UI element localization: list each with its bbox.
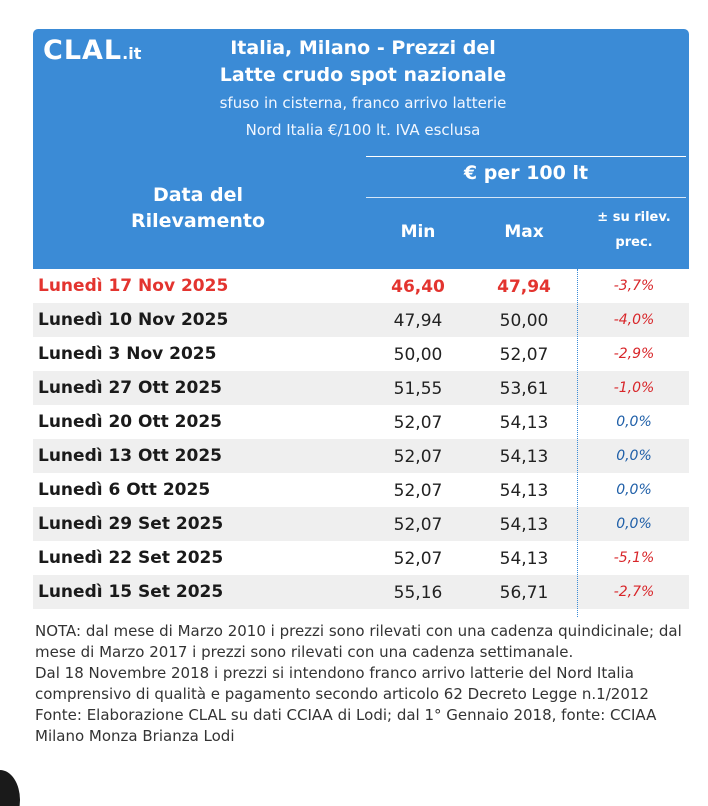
page-title-line1: Italia, Milano - Prezzi del bbox=[230, 37, 496, 59]
row-date: Lunedì 29 Set 2025 bbox=[38, 514, 224, 534]
row-max: 56,71 bbox=[499, 583, 549, 603]
max-column-header: Max bbox=[504, 222, 544, 242]
row-date: Lunedì 15 Set 2025 bbox=[38, 582, 224, 602]
row-date: Lunedì 27 Ott 2025 bbox=[38, 378, 222, 398]
row-min: 50,00 bbox=[393, 345, 443, 365]
row-variation: 0,0% bbox=[616, 414, 652, 430]
row-max: 54,13 bbox=[499, 413, 549, 433]
variation-header-line1: ± su rilev. bbox=[597, 210, 671, 225]
row-date: Lunedì 6 Ott 2025 bbox=[38, 480, 211, 500]
row-min: 46,40 bbox=[391, 277, 445, 297]
row-date: Lunedì 10 Nov 2025 bbox=[38, 310, 229, 330]
table-row: Lunedì 6 Ott 2025 52,07 54,13 0,0% bbox=[33, 473, 689, 507]
date-column-header: Data del Rilevamento bbox=[88, 182, 308, 234]
row-date: Lunedì 13 Ott 2025 bbox=[38, 446, 222, 466]
row-variation: -4,0% bbox=[613, 312, 655, 328]
row-date: Lunedì 22 Set 2025 bbox=[38, 548, 224, 568]
row-max: 52,07 bbox=[499, 345, 549, 365]
divider bbox=[366, 156, 686, 157]
table-row: Lunedì 15 Set 2025 55,16 56,71 -2,7% bbox=[33, 575, 689, 609]
subtitle-line1: sfuso in cisterna, franco arrivo latteri… bbox=[219, 94, 507, 112]
table-row: Lunedì 20 Ott 2025 52,07 54,13 0,0% bbox=[33, 405, 689, 439]
table-header: CLAL.it Italia, Milano - Prezzi del Latt… bbox=[33, 29, 689, 269]
table-row: Lunedì 13 Ott 2025 52,07 54,13 0,0% bbox=[33, 439, 689, 473]
table-row-current: Lunedì 17 Nov 2025 46,40 47,94 -3,7% bbox=[33, 269, 689, 303]
table-row: Lunedì 22 Set 2025 52,07 54,13 -5,1% bbox=[33, 541, 689, 575]
row-max: 47,94 bbox=[497, 277, 551, 297]
variation-header-line2: prec. bbox=[615, 235, 653, 250]
row-date: Lunedì 3 Nov 2025 bbox=[38, 344, 217, 364]
variation-column-header: ± su rilev. prec. bbox=[579, 205, 689, 255]
table-row: Lunedì 10 Nov 2025 47,94 50,00 -4,0% bbox=[33, 303, 689, 337]
price-table-card: CLAL.it Italia, Milano - Prezzi del Latt… bbox=[33, 29, 689, 617]
row-date: Lunedì 20 Ott 2025 bbox=[38, 412, 222, 432]
row-max: 53,61 bbox=[499, 379, 549, 399]
row-min: 51,55 bbox=[393, 379, 443, 399]
row-variation: 0,0% bbox=[616, 448, 652, 464]
row-max: 50,00 bbox=[499, 311, 549, 331]
table-row: Lunedì 29 Set 2025 52,07 54,13 0,0% bbox=[33, 507, 689, 541]
notes-block: NOTA: dal mese di Marzo 2010 i prezzi so… bbox=[35, 621, 685, 747]
row-variation: -2,9% bbox=[613, 346, 655, 362]
table-row: Lunedì 3 Nov 2025 50,00 52,07 -2,9% bbox=[33, 337, 689, 371]
row-min: 52,07 bbox=[393, 549, 443, 569]
row-max: 54,13 bbox=[499, 481, 549, 501]
note-source: Fonte: Elaborazione CLAL su dati CCIAA d… bbox=[35, 706, 657, 745]
note-delivery: Dal 18 Novembre 2018 i prezzi si intendo… bbox=[35, 664, 649, 703]
clal-logo[interactable]: CLAL.it bbox=[43, 35, 141, 66]
row-min: 52,07 bbox=[393, 447, 443, 467]
row-min: 52,07 bbox=[393, 481, 443, 501]
row-date: Lunedì 17 Nov 2025 bbox=[38, 276, 229, 296]
row-max: 54,13 bbox=[499, 447, 549, 467]
table-row: Lunedì 27 Ott 2025 51,55 53,61 -1,0% bbox=[33, 371, 689, 405]
note-cadence: NOTA: dal mese di Marzo 2010 i prezzi so… bbox=[35, 622, 682, 661]
row-max: 54,13 bbox=[499, 515, 549, 535]
row-min: 47,94 bbox=[393, 311, 443, 331]
row-variation: 0,0% bbox=[616, 482, 652, 498]
variation-column-divider bbox=[577, 269, 578, 617]
date-column-header-line1: Data del bbox=[152, 184, 244, 206]
row-variation: 0,0% bbox=[616, 516, 652, 532]
logo-text: CLAL bbox=[43, 35, 123, 66]
date-column-header-line2: Rilevamento bbox=[130, 210, 266, 232]
unit-header: € per 100 lt bbox=[463, 162, 589, 184]
divider bbox=[366, 197, 686, 198]
row-variation: -5,1% bbox=[613, 550, 655, 566]
row-min: 55,16 bbox=[393, 583, 443, 603]
min-column-header: Min bbox=[400, 222, 436, 242]
row-min: 52,07 bbox=[393, 515, 443, 535]
row-variation: -1,0% bbox=[613, 380, 655, 396]
row-max: 54,13 bbox=[499, 549, 549, 569]
price-rows: Lunedì 17 Nov 2025 46,40 47,94 -3,7% Lun… bbox=[33, 269, 689, 609]
row-variation: -3,7% bbox=[613, 278, 655, 294]
logo-tld: .it bbox=[122, 44, 142, 63]
row-variation: -2,7% bbox=[613, 584, 655, 600]
page-title-line2: Latte crudo spot nazionale bbox=[219, 64, 507, 86]
row-min: 52,07 bbox=[393, 413, 443, 433]
corner-decoration bbox=[0, 770, 20, 806]
subtitle-line2: Nord Italia €/100 lt. IVA esclusa bbox=[245, 121, 481, 139]
